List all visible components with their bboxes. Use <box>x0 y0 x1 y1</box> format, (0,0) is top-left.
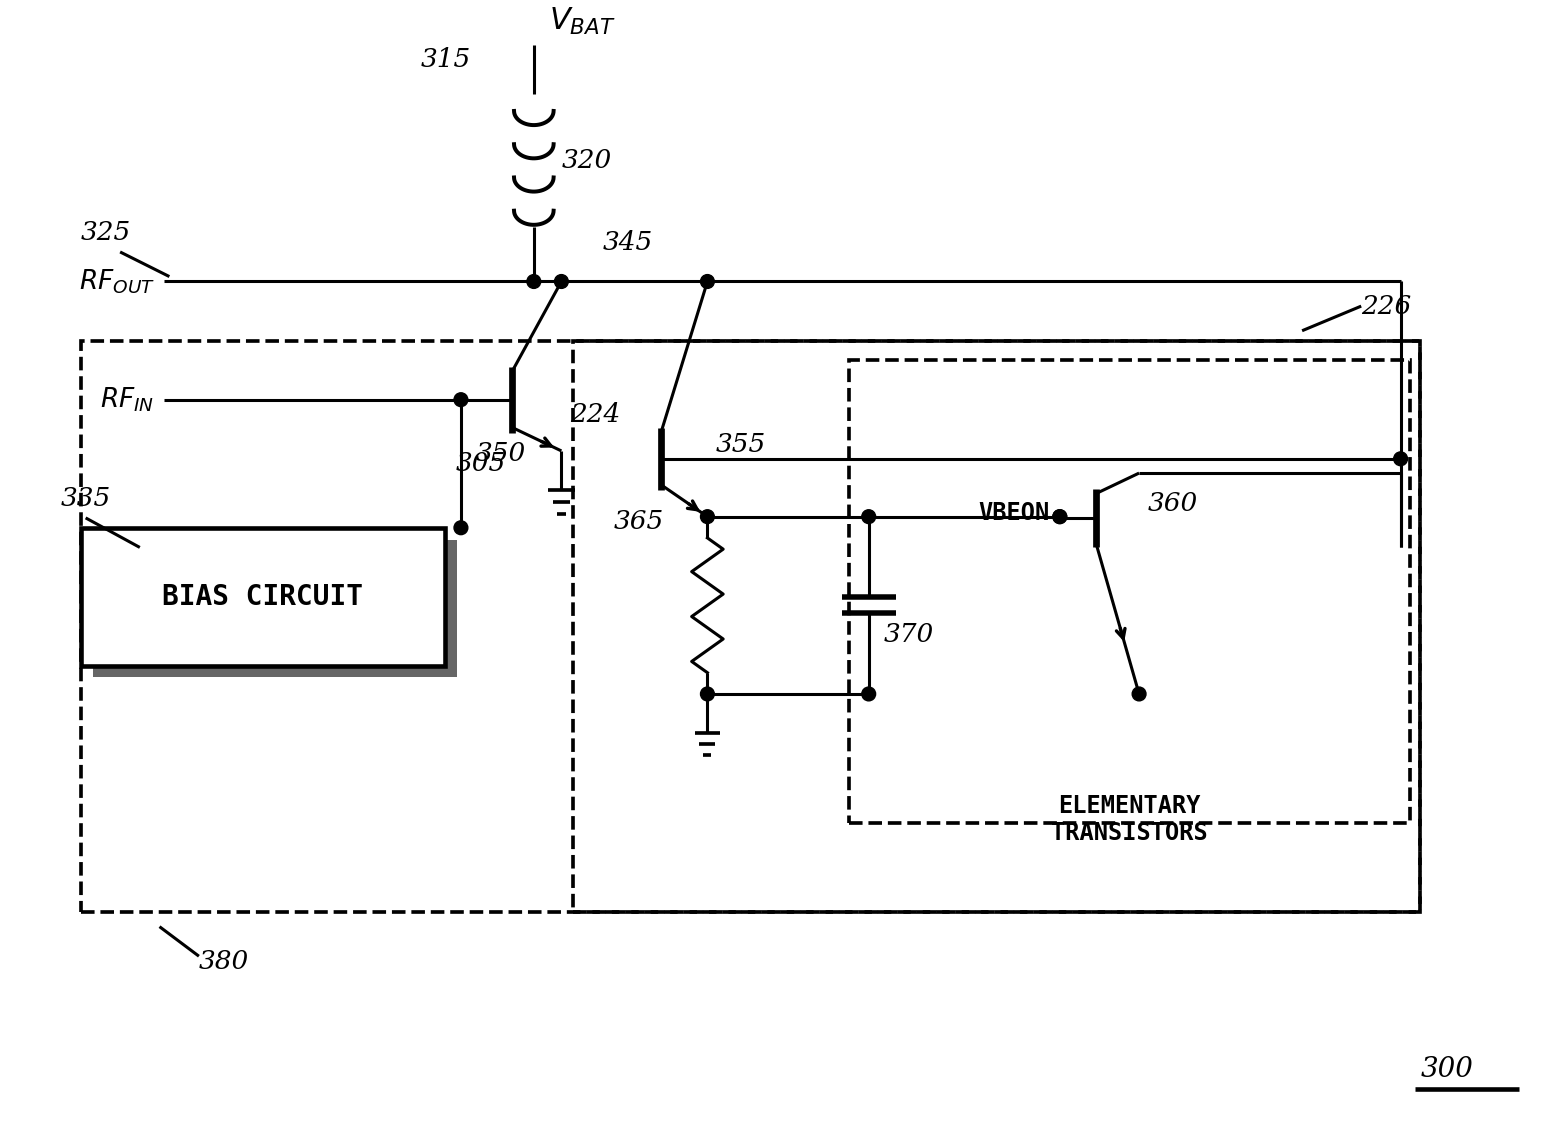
Text: 226: 226 <box>1361 293 1411 318</box>
Text: $RF_{IN}$: $RF_{IN}$ <box>100 386 155 414</box>
Circle shape <box>455 393 467 406</box>
Text: 380: 380 <box>199 949 249 973</box>
Circle shape <box>1394 452 1408 466</box>
Text: 365: 365 <box>613 509 665 534</box>
Bar <box>93 539 456 678</box>
Circle shape <box>862 687 875 700</box>
Circle shape <box>527 274 541 289</box>
Circle shape <box>1132 687 1146 700</box>
Text: 350: 350 <box>475 441 525 466</box>
Bar <box>848 360 1411 823</box>
Circle shape <box>455 521 467 535</box>
Circle shape <box>1052 510 1066 523</box>
Text: 325: 325 <box>80 220 132 245</box>
Text: 355: 355 <box>717 432 767 457</box>
Bar <box>80 528 445 666</box>
Text: 224: 224 <box>571 402 621 428</box>
Circle shape <box>555 274 568 289</box>
Text: 335: 335 <box>61 486 111 511</box>
Text: $RF_{OUT}$: $RF_{OUT}$ <box>78 267 155 296</box>
Text: 370: 370 <box>883 622 933 646</box>
Text: 360: 360 <box>1148 491 1198 515</box>
Bar <box>574 341 1421 911</box>
Text: 315: 315 <box>420 47 470 72</box>
Text: ELEMENTARY
TRANSISTORS: ELEMENTARY TRANSISTORS <box>1052 794 1207 846</box>
Text: 320: 320 <box>561 148 612 173</box>
Text: 300: 300 <box>1421 1056 1474 1083</box>
Circle shape <box>862 510 875 523</box>
Circle shape <box>701 510 715 523</box>
Text: 345: 345 <box>602 230 652 255</box>
Circle shape <box>1052 510 1066 523</box>
Circle shape <box>701 274 715 289</box>
Bar <box>80 341 1421 911</box>
Text: 305: 305 <box>456 451 506 476</box>
Text: VBEON: VBEON <box>978 501 1051 525</box>
Text: BIAS CIRCUIT: BIAS CIRCUIT <box>163 583 364 610</box>
Text: $V_{BAT}$: $V_{BAT}$ <box>549 6 615 37</box>
Circle shape <box>701 687 715 700</box>
